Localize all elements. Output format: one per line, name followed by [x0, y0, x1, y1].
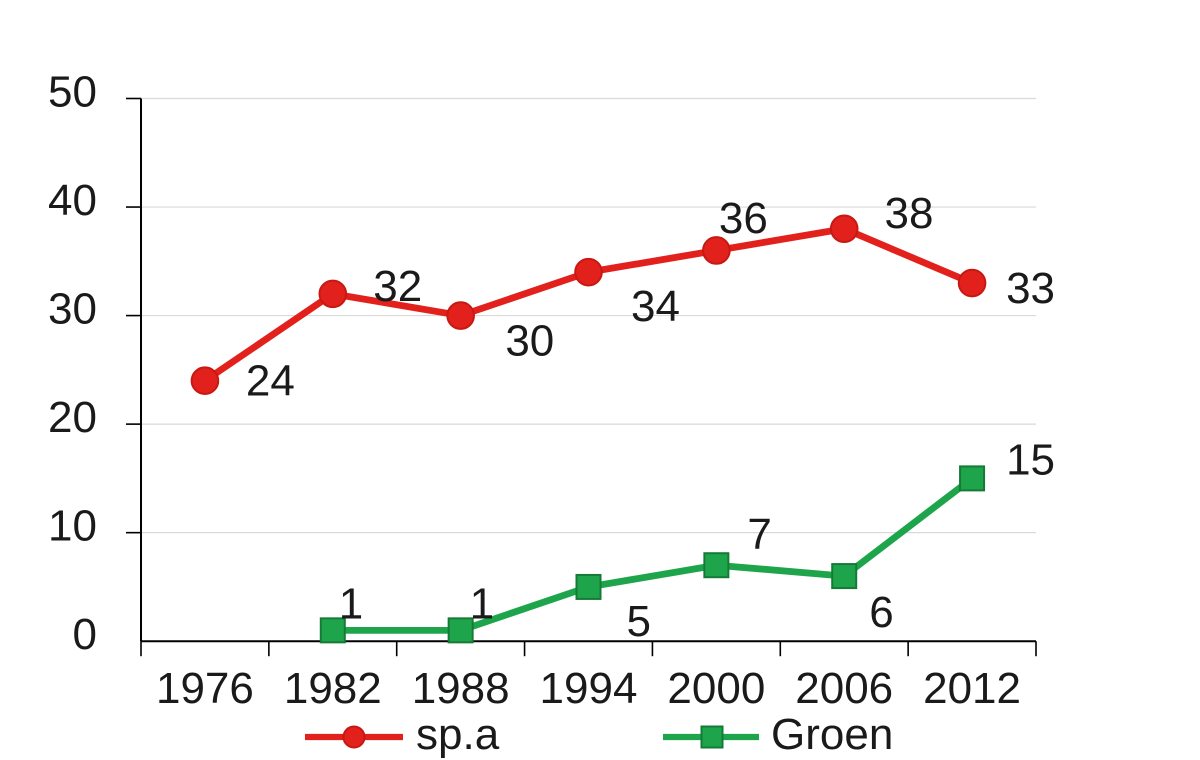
svg-text:1982: 1982 [284, 664, 382, 713]
svg-text:2012: 2012 [923, 664, 1021, 713]
svg-text:1988: 1988 [412, 664, 510, 713]
svg-text:50: 50 [48, 68, 97, 117]
svg-text:6: 6 [869, 588, 893, 637]
svg-text:5: 5 [627, 597, 651, 646]
svg-text:1: 1 [470, 579, 494, 628]
svg-text:36: 36 [719, 194, 768, 243]
svg-text:15: 15 [1006, 435, 1055, 484]
svg-text:2000: 2000 [667, 664, 765, 713]
svg-text:40: 40 [48, 176, 97, 225]
svg-text:20: 20 [48, 393, 97, 442]
svg-text:sp.a: sp.a [416, 710, 500, 759]
svg-text:24: 24 [246, 357, 295, 406]
svg-text:33: 33 [1006, 264, 1055, 313]
svg-text:34: 34 [631, 282, 680, 331]
svg-text:30: 30 [48, 285, 97, 334]
svg-text:32: 32 [373, 262, 422, 311]
svg-text:2006: 2006 [795, 664, 893, 713]
svg-text:38: 38 [885, 189, 934, 238]
svg-text:10: 10 [48, 502, 97, 551]
svg-text:Groen: Groen [771, 710, 893, 759]
svg-text:0: 0 [73, 610, 97, 659]
svg-text:30: 30 [505, 317, 554, 366]
svg-text:7: 7 [747, 510, 771, 559]
svg-text:1: 1 [339, 579, 363, 628]
svg-text:1994: 1994 [540, 664, 638, 713]
svg-text:1976: 1976 [156, 664, 254, 713]
